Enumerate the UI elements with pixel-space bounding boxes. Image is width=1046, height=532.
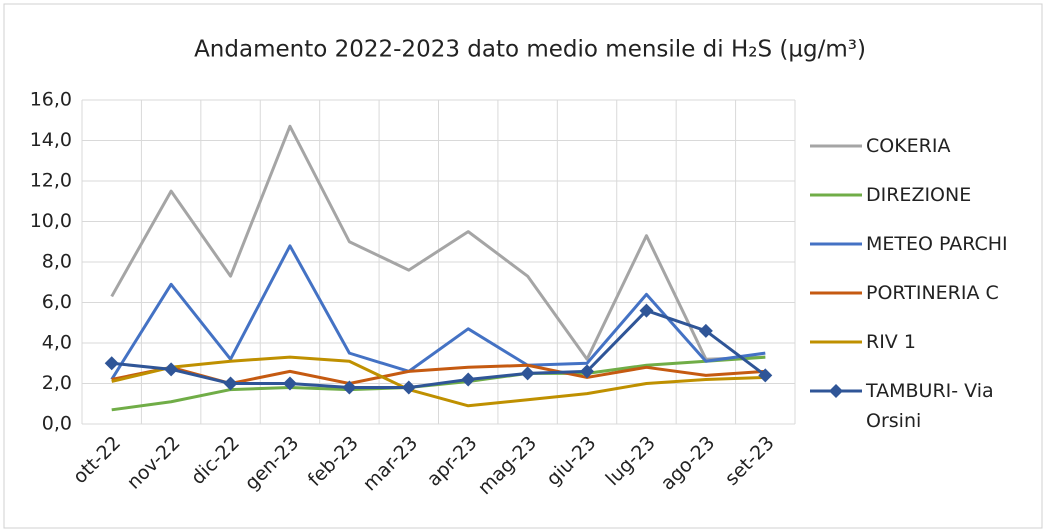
point-marker (282, 376, 297, 391)
y-tick-label: 8,0 (42, 251, 72, 273)
point-marker (758, 368, 773, 383)
point-marker (401, 380, 416, 395)
series-line (110, 244, 766, 381)
legend-label: DIREZIONE (866, 184, 972, 206)
point-marker (104, 356, 119, 371)
legend-label: COKERIA (866, 135, 951, 157)
y-tick-label: 16,0 (30, 89, 72, 111)
legend-label: PORTINERIA C (866, 282, 999, 304)
point-marker (223, 376, 238, 391)
series-line (111, 309, 767, 390)
y-tick-label: 6,0 (42, 291, 72, 313)
legend-label: RIV 1 (866, 331, 916, 353)
point-marker (461, 372, 476, 387)
series-line (110, 124, 766, 361)
point-marker (580, 364, 595, 379)
series-line (111, 355, 766, 408)
y-tick-label: 12,0 (30, 170, 72, 192)
point-marker (698, 323, 713, 338)
point-marker (639, 303, 654, 318)
y-tick-label: 4,0 (42, 332, 72, 354)
legend-label: TAMBURI- Via Orsini (866, 380, 994, 432)
chart-title: Andamento 2022-2023 dato medio mensile d… (194, 37, 866, 63)
y-tick-label: 10,0 (30, 210, 72, 232)
point-marker (164, 362, 179, 377)
chart-border (3, 3, 1043, 529)
point-marker (520, 366, 535, 381)
legend-marker (829, 384, 843, 398)
y-tick-label: 14,0 (30, 129, 72, 151)
y-tick-label: 0,0 (42, 413, 72, 435)
y-tick-label: 2,0 (42, 372, 72, 394)
legend-label: METEO PARCHI (866, 233, 1008, 255)
point-marker (342, 380, 357, 395)
